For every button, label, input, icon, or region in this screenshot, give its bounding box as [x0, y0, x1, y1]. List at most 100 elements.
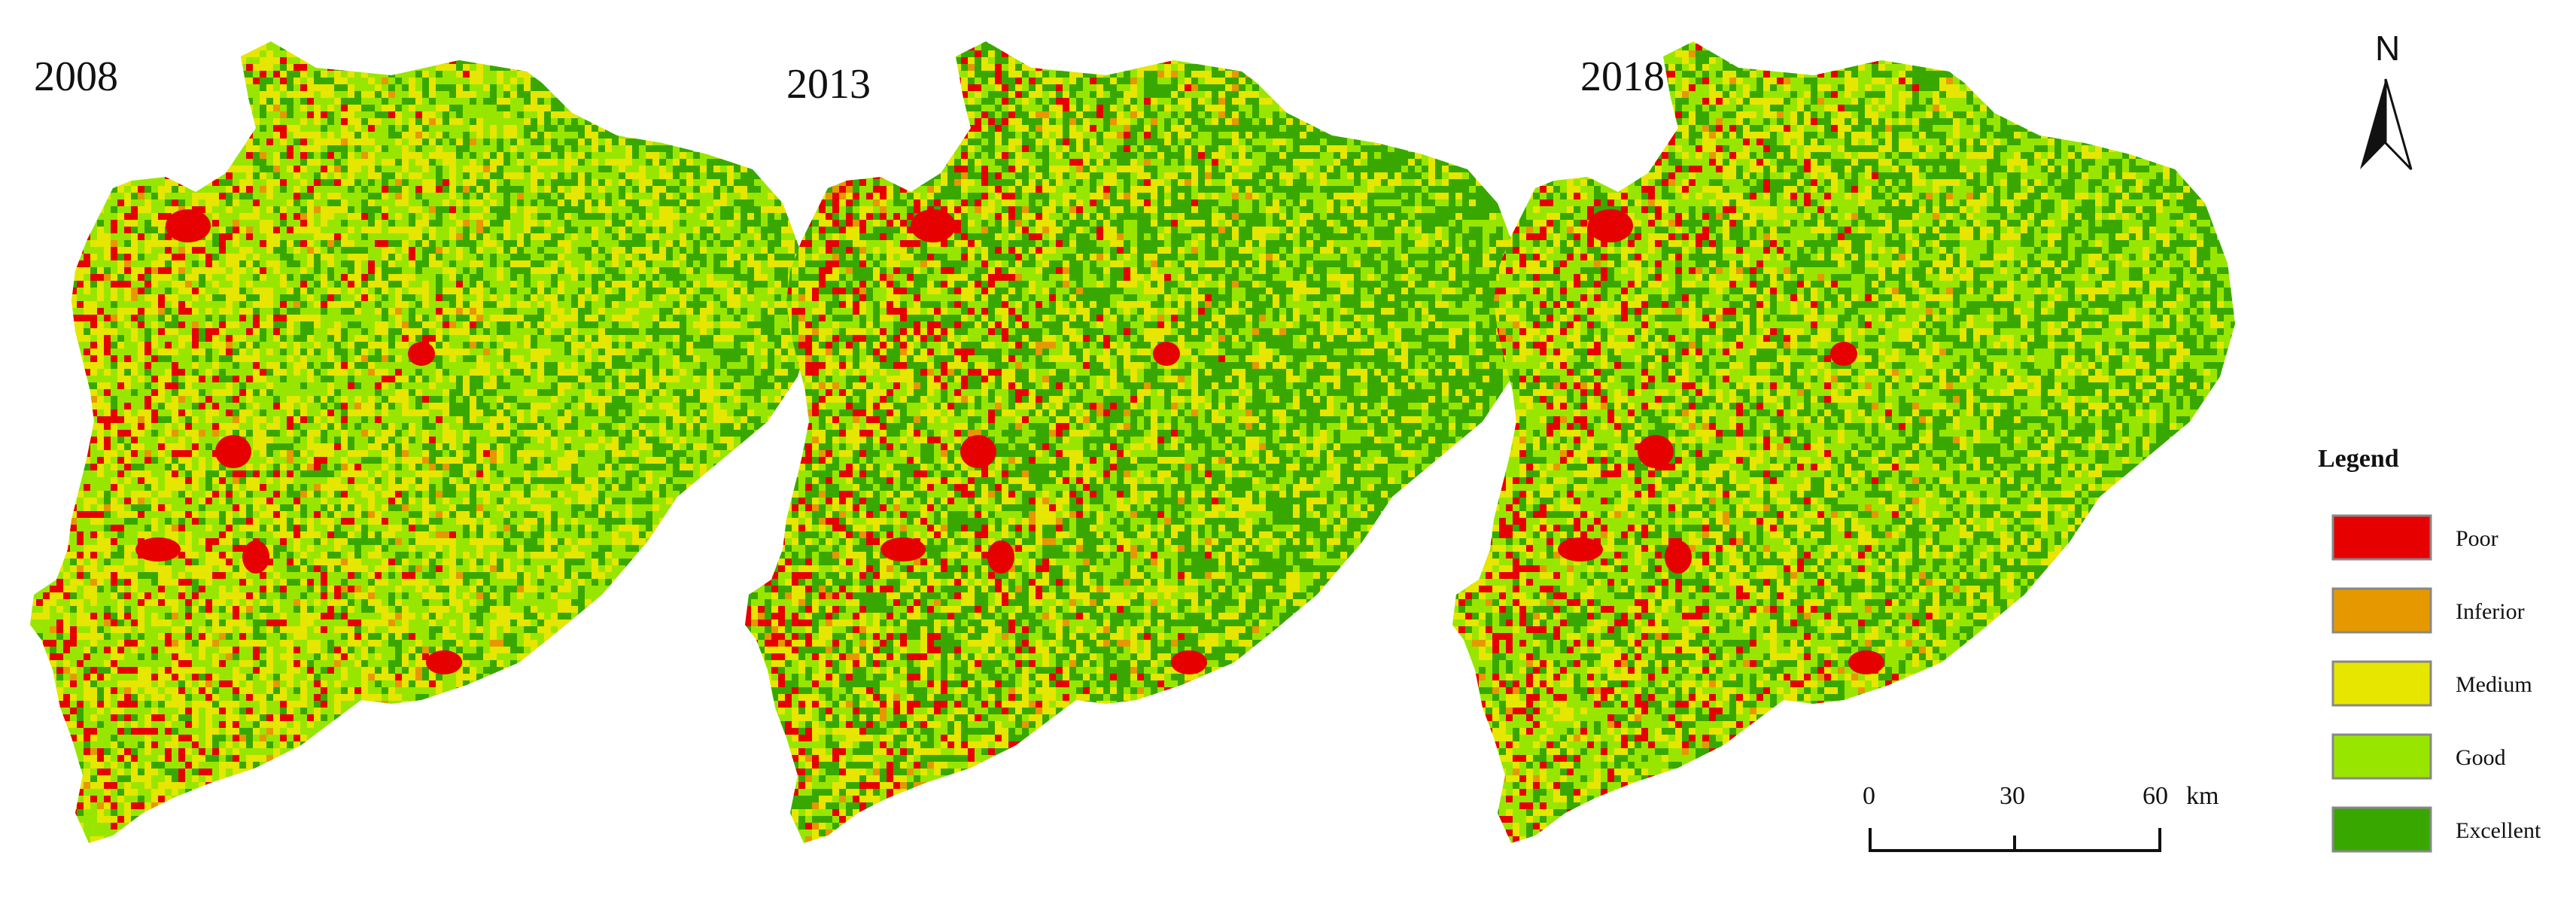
raster-cell [686, 138, 693, 145]
raster-cell [578, 525, 585, 531]
raster-cell [56, 166, 70, 172]
raster-cell [625, 565, 639, 572]
raster-cell [104, 443, 111, 450]
raster-cell [63, 172, 70, 179]
raster-cell [321, 552, 327, 559]
raster-cell [693, 294, 700, 301]
raster-cell [476, 227, 483, 233]
raster-cell [368, 64, 382, 71]
raster-cell [693, 667, 700, 674]
raster-cell [781, 172, 795, 179]
raster-cell [449, 260, 456, 267]
raster-cell [205, 484, 212, 491]
raster-cell [43, 111, 50, 118]
raster-cell [659, 132, 680, 138]
raster-cell [300, 98, 307, 105]
raster-cell [314, 538, 321, 545]
raster-cell [382, 159, 395, 166]
raster-cell [273, 396, 280, 403]
raster-cell [503, 159, 510, 166]
raster-cell [415, 376, 422, 382]
raster-cell [368, 342, 388, 349]
raster-cell [476, 179, 490, 186]
raster-cell [233, 220, 239, 227]
raster-cell [70, 470, 77, 477]
raster-cell [449, 57, 456, 64]
raster-cell [429, 342, 436, 349]
raster-cell [693, 267, 700, 274]
raster-cell [50, 233, 56, 240]
raster-cell [124, 640, 138, 647]
raster-cell [483, 531, 490, 538]
raster-cell [585, 206, 592, 213]
raster-cell [659, 559, 700, 565]
raster-cell [43, 457, 50, 464]
raster-cell [734, 559, 741, 565]
raster-cell [341, 199, 348, 206]
raster-cell [741, 288, 747, 294]
raster-cell [382, 294, 388, 301]
raster-cell [415, 98, 422, 105]
raster-cell [673, 640, 680, 647]
raster-cell [280, 179, 287, 186]
raster-cell [144, 50, 151, 57]
raster-cell [409, 545, 415, 552]
raster-cell [361, 653, 368, 660]
raster-cell [266, 179, 280, 186]
raster-cell [483, 592, 490, 599]
raster-cell [470, 538, 503, 545]
raster-cell [239, 538, 246, 545]
raster-cell [531, 233, 551, 240]
raster-cell [449, 328, 470, 335]
raster-cell [233, 653, 239, 660]
raster-cell [192, 342, 199, 349]
raster-cell [111, 227, 117, 233]
raster-cell [409, 78, 415, 84]
raster-cell [490, 565, 497, 572]
raster-cell [314, 71, 321, 78]
raster-cell [382, 613, 395, 619]
raster-cell [564, 409, 571, 416]
raster-cell [456, 294, 463, 301]
raster-cell [673, 606, 680, 613]
raster-cell [409, 525, 415, 531]
raster-cell [219, 328, 226, 335]
raster-cell [700, 328, 707, 335]
raster-cell [375, 416, 382, 423]
raster-cell [409, 206, 422, 213]
raster-cell [138, 84, 144, 91]
raster-cell [422, 498, 429, 504]
raster-cell [754, 233, 761, 240]
raster-cell [510, 619, 517, 626]
raster-cell [754, 105, 761, 111]
raster-cell [151, 301, 158, 308]
raster-cell [388, 125, 395, 132]
raster-cell [165, 30, 172, 37]
raster-cell [84, 674, 90, 680]
raster-cell [483, 477, 490, 484]
raster-cell [205, 559, 226, 565]
raster-cell [151, 321, 158, 328]
raster-cell [84, 572, 90, 579]
raster-cell [673, 349, 686, 355]
raster-cell [585, 118, 592, 125]
raster-cell [490, 640, 503, 647]
raster-cell [727, 260, 734, 267]
raster-cell [632, 640, 639, 647]
raster-cell [510, 78, 517, 84]
raster-cell [639, 464, 666, 470]
raster-cell [564, 450, 578, 457]
raster-cell [205, 619, 212, 626]
raster-cell [571, 572, 578, 579]
raster-cell [619, 186, 625, 193]
raster-cell [713, 294, 720, 301]
raster-cell [483, 511, 490, 518]
raster-cell [205, 105, 212, 111]
raster-cell [598, 409, 605, 416]
raster-cell [117, 254, 124, 260]
raster-cell [144, 274, 151, 281]
raster-cell [585, 199, 592, 206]
raster-cell [361, 152, 368, 159]
raster-cell [409, 233, 422, 240]
raster-cell [531, 362, 537, 369]
